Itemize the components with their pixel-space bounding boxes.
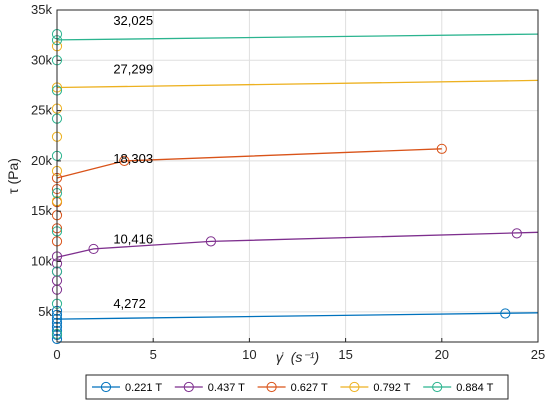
legend: 0.221 T 0.437 T 0.627 T 0.792 T 0.884 T — [85, 374, 509, 400]
series-line — [56, 148, 442, 179]
legend-item: 0.792 T — [340, 381, 411, 394]
fit-annotation: 18,303 — [113, 151, 153, 166]
legend-label: 0.792 T — [373, 382, 410, 394]
legend-swatch-marker — [432, 381, 443, 393]
legend-label: 0.627 T — [291, 382, 328, 394]
legend-item: 0.437 T — [174, 381, 245, 394]
data-point — [511, 228, 522, 239]
x-axis-label-unit: (s⁻¹) — [291, 349, 319, 365]
y-axis-label: τ (Pa) — [5, 158, 21, 194]
y-tick-label: 10k — [31, 254, 52, 269]
x-tick-label: 5 — [150, 347, 157, 362]
series-line — [56, 79, 539, 89]
fit-annotation: 32,025 — [113, 13, 153, 28]
fit-annotation: 10,416 — [113, 231, 153, 246]
y-tick-label: 5k — [38, 304, 52, 319]
series-line — [56, 312, 539, 320]
y-tick-label: 25k — [31, 103, 52, 118]
y-tick-label: 35k — [31, 2, 52, 17]
series-line — [56, 231, 539, 258]
data-point — [119, 155, 130, 167]
fit-annotation: 4,272 — [113, 296, 146, 311]
legend-swatch-marker — [100, 381, 112, 393]
y-tick-label: 15k — [31, 203, 52, 218]
data-point — [88, 243, 99, 255]
legend-label: 0.221 T — [125, 382, 162, 394]
legend-item: 0.884 T — [423, 381, 494, 394]
data-point — [436, 143, 447, 154]
legend-label: 0.884 T — [456, 382, 493, 394]
legend-item: 0.627 T — [257, 381, 328, 394]
legend-label: 0.437 T — [208, 382, 245, 394]
data-point — [500, 308, 511, 319]
legend-item: 0.221 T — [92, 381, 162, 394]
series-line — [56, 33, 539, 41]
legend-swatch-marker — [183, 381, 194, 393]
ticks: 0 5 10 15 20 25 5k 10k 15k 20k 25k 30k 35k — [31, 2, 545, 362]
data-point — [205, 236, 217, 247]
x-tick-label: 20 — [435, 347, 449, 362]
x-tick-label: 15 — [338, 347, 352, 362]
plot-frame — [56, 9, 539, 343]
legend-swatch-marker — [349, 381, 360, 393]
series-layer — [51, 29, 539, 345]
x-axis-label-symbol: γ̇ — [276, 349, 284, 365]
y-tick-label: 20k — [31, 153, 52, 168]
x-axis-label: γ̇ (s⁻¹) — [276, 349, 319, 365]
legend-swatch-marker — [266, 381, 277, 393]
x-tick-label: 25 — [531, 347, 545, 362]
fit-annotation: 27,299 — [113, 61, 153, 76]
x-tick-label: 10 — [242, 347, 256, 362]
x-tick-label: 0 — [53, 347, 60, 362]
grid — [57, 10, 538, 342]
y-tick-label: 30k — [31, 52, 52, 67]
annotation-layer: 4,272 10,416 18,303 27,299 32,025 — [113, 13, 153, 311]
